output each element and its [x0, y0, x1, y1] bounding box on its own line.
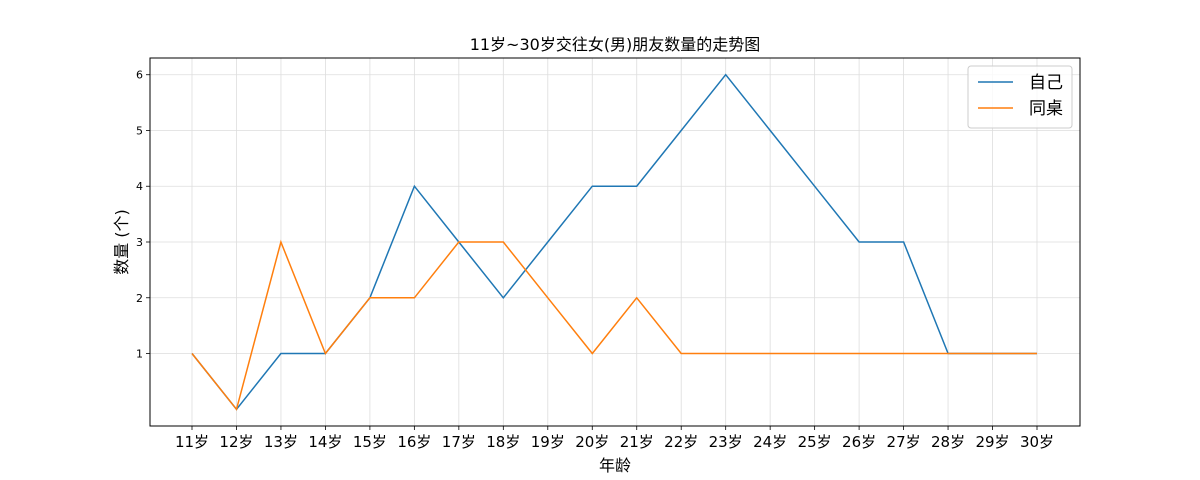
x-tick-label: 22岁	[664, 433, 698, 451]
x-tick-label: 25岁	[798, 433, 832, 451]
x-tick-label: 12岁	[219, 433, 253, 451]
series-lines	[191, 73, 1037, 411]
y-tick-label: 6	[136, 69, 143, 82]
x-tick-label: 13岁	[264, 433, 298, 451]
series-line-2	[191, 239, 1037, 411]
x-tick-label: 21岁	[620, 433, 654, 451]
x-tick-label: 30岁	[1020, 433, 1054, 451]
x-tick-label: 17岁	[442, 433, 476, 451]
y-tick-label: 1	[136, 348, 143, 361]
y-tick-label: 4	[136, 180, 143, 193]
y-tick-label: 2	[136, 292, 143, 305]
x-tick-label: 24岁	[753, 433, 787, 451]
y-axis-ticks: 1 2 3 4 5 6	[136, 69, 150, 361]
x-tick-label: 19岁	[531, 433, 565, 451]
y-tick-label: 3	[136, 236, 143, 249]
grid-lines	[150, 58, 1080, 426]
y-axis-label: 数量 (个)	[112, 209, 131, 275]
x-tick-label: 23岁	[709, 433, 743, 451]
x-tick-label: 28岁	[931, 433, 965, 451]
x-tick-label: 26岁	[842, 433, 876, 451]
x-axis-label: 年龄	[599, 456, 631, 475]
y-tick-label: 5	[136, 124, 143, 137]
x-tick-label: 20岁	[575, 433, 609, 451]
legend-label-2: 同桌	[1029, 99, 1063, 119]
x-tick-label: 29岁	[975, 433, 1009, 451]
x-axis-ticks: 11岁 12岁 13岁 14岁 15岁 16岁 17岁 18岁 19岁 20岁 21岁 22岁 23岁 2…	[175, 426, 1054, 451]
x-tick-label: 16岁	[397, 433, 431, 451]
x-tick-label: 15岁	[353, 433, 387, 451]
x-tick-label: 18岁	[486, 433, 520, 451]
x-tick-label: 27岁	[887, 433, 921, 451]
legend-label-1: 自己	[1029, 73, 1063, 93]
x-tick-label: 11岁	[175, 433, 209, 451]
chart-title: 11岁~30岁交往女(男)朋友数量的走势图	[470, 35, 761, 54]
x-tick-label: 14岁	[308, 433, 342, 451]
